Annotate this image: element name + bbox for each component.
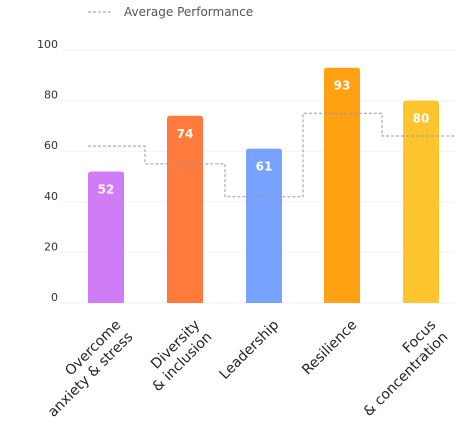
legend-label: Average Performance <box>124 5 253 19</box>
x-tick-line: Resilience <box>299 317 360 378</box>
legend: Average Performance <box>88 5 253 19</box>
y-tick-label: 80 <box>44 89 58 102</box>
value-label: 61 <box>256 160 273 174</box>
x-tick-label: Diversity& inclusion <box>148 317 215 395</box>
average-line <box>88 112 455 198</box>
bar <box>246 148 282 303</box>
bars <box>88 67 439 304</box>
value-label: 52 <box>98 182 115 196</box>
x-tick-label: Focus& concentration <box>361 317 452 420</box>
average-step-line <box>88 112 455 198</box>
x-tick-label: Leadership <box>217 317 283 383</box>
bar <box>403 100 439 303</box>
value-label: 80 <box>413 112 430 126</box>
y-tick-label: 40 <box>44 190 58 203</box>
bar <box>88 171 124 303</box>
bar <box>167 115 203 303</box>
bar <box>324 67 360 304</box>
y-tick-label: 60 <box>44 139 58 152</box>
y-axis: 0 20 40 60 80 100 <box>37 38 58 304</box>
y-tick-label: 0 <box>51 291 58 304</box>
value-labels: 52 74 61 93 80 <box>98 79 430 197</box>
y-tick-label: 20 <box>44 240 58 253</box>
x-tick-line: Leadership <box>217 317 283 383</box>
value-label: 93 <box>334 79 351 93</box>
x-tick-label: Resilience <box>299 317 360 378</box>
y-tick-label: 100 <box>37 38 58 51</box>
value-label: 74 <box>177 127 194 141</box>
